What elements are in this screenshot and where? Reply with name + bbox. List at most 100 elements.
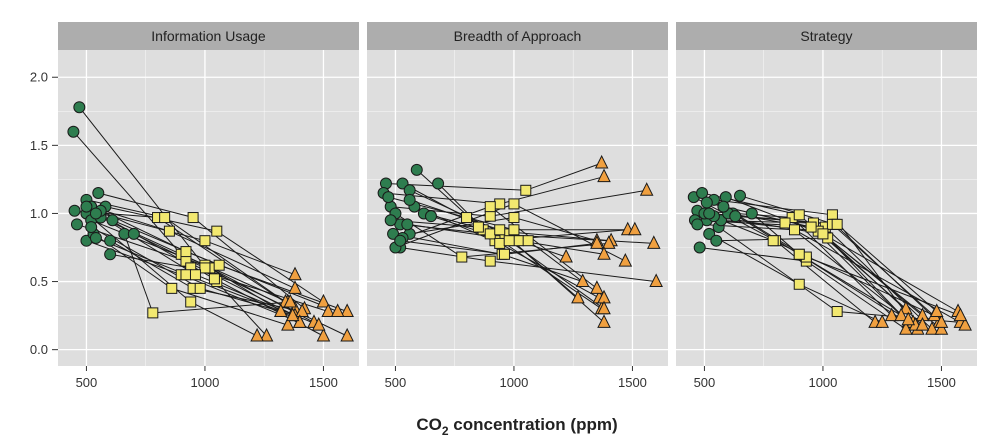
low-co2-point [73,101,86,114]
mid-co2-point [793,278,805,290]
low-co2-point [693,241,706,254]
high-co2-point [571,289,585,304]
low-co2-point [401,218,414,231]
mid-co2-point [817,228,829,240]
panel-strip [58,22,359,50]
mid-co2-point [187,212,199,224]
high-co2-point [618,253,633,267]
x-tick-label: 500 [385,375,407,390]
mid-co2-point [163,225,175,237]
mid-co2-point [189,269,201,281]
mid-co2-point [484,201,496,213]
high-co2-point [594,154,609,169]
high-co2-point [590,235,604,249]
mid-co2-point [208,273,220,285]
low-co2-point [384,214,397,227]
mid-co2-point [180,269,192,281]
mid-co2-point [508,212,520,224]
high-co2-point [559,248,573,263]
x-axis-label: CO2 concentration (ppm) [416,415,617,438]
low-co2-point [92,187,105,200]
low-co2-point [717,200,730,213]
low-co2-point [89,231,102,244]
mid-co2-point [494,224,506,236]
mid-co2-point [513,235,525,247]
mid-co2-point [805,221,817,233]
high-co2-point [316,293,331,308]
high-co2-point [597,314,611,328]
high-co2-point [601,235,616,249]
high-co2-point [292,314,307,328]
mid-co2-point [211,225,223,237]
mid-co2-point [213,259,225,271]
high-co2-point [915,317,930,331]
low-co2-point [703,207,716,220]
high-co2-point [875,314,890,328]
high-co2-point [316,327,331,342]
high-co2-point [321,303,335,318]
mid-co2-point [826,209,838,221]
high-co2-point [295,303,309,318]
panel-title: Strategy [800,28,852,44]
mid-co2-point [194,282,206,294]
mid-co2-point [484,210,496,222]
x-tick-label: 500 [76,375,98,390]
low-co2-point [710,234,723,247]
mid-co2-point [494,198,506,210]
mid-co2-point [793,209,805,221]
high-co2-point [273,303,288,318]
high-co2-point [250,327,264,342]
high-co2-point [330,303,345,318]
high-co2-point [953,307,968,322]
low-co2-point [382,191,395,204]
panel-title: Information Usage [151,28,266,44]
y-tick-label: 0.5 [30,274,48,289]
high-co2-point [340,327,354,342]
mid-co2-point [494,237,506,249]
mid-co2-point [508,224,520,236]
high-co2-point [639,182,654,196]
mid-co2-point [472,221,484,233]
mid-co2-point [789,224,801,236]
low-co2-point [80,200,93,213]
y-tick-label: 2.0 [30,70,48,85]
high-co2-point [288,266,302,281]
low-co2-point [729,210,742,223]
high-co2-point [311,317,326,331]
high-co2-point [649,273,663,288]
y-tick-label: 1.5 [30,138,48,153]
low-co2-point [410,163,423,176]
x-tick-label: 1000 [190,375,219,390]
low-co2-point [104,234,117,247]
mid-co2-point [484,255,496,267]
low-co2-point [67,125,80,138]
low-co2-point [432,177,445,190]
x-tick-label: 1500 [618,375,647,390]
mid-co2-point [199,235,211,247]
low-co2-point [700,196,713,209]
high-co2-point [575,273,590,288]
panel-strip [367,22,668,50]
low-co2-point [691,218,704,231]
high-co2-point [597,300,611,315]
mid-co2-point [180,246,192,258]
mid-co2-point [498,248,510,260]
high-co2-point [894,307,908,322]
high-co2-point [646,235,661,249]
high-co2-point [597,168,611,183]
high-co2-point [281,317,295,331]
low-co2-point [104,248,117,261]
mid-co2-point [159,212,171,224]
low-co2-point [424,210,437,223]
mid-co2-point [793,248,805,260]
high-co2-point [283,293,298,308]
high-co2-point [899,321,913,335]
high-co2-point [259,327,274,342]
mid-co2-point [484,228,496,240]
mid-co2-point [767,235,779,247]
high-co2-point [285,307,300,322]
low-co2-point [89,207,102,220]
high-co2-point [590,280,604,294]
mid-co2-point [508,198,520,210]
